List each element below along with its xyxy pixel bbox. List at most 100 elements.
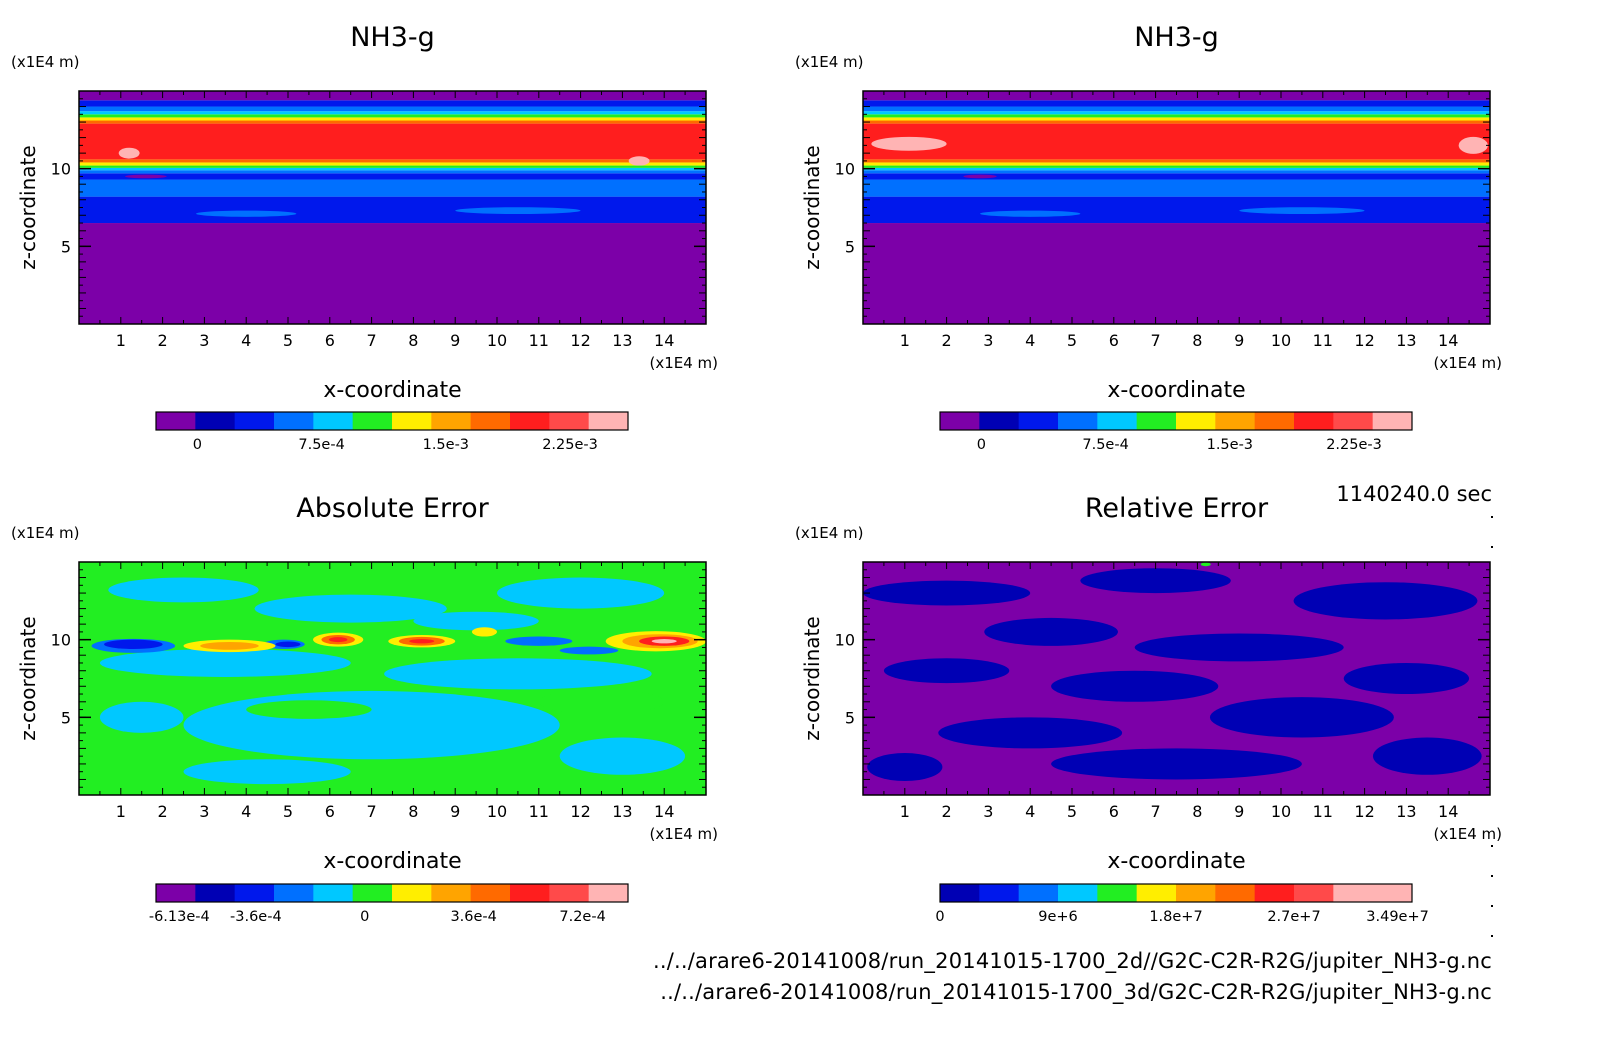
contour-region: [980, 210, 1081, 217]
contour-region: [246, 700, 372, 719]
x-tick-label: 11: [1313, 802, 1333, 821]
x-tick-label: 12: [1354, 802, 1374, 821]
y-unit-label: (x1E4 m): [795, 524, 864, 542]
x-tick-label: 7: [367, 802, 377, 821]
source-file-2d: ../../arare6-20141008/run_20141015-1700_…: [652, 949, 1492, 973]
contour-region: [275, 641, 301, 648]
contour-region: [118, 147, 140, 159]
x-tick-label: 5: [1067, 802, 1077, 821]
colorbar-label: -3.6e-4: [230, 909, 282, 925]
x-tick-label: 14: [1438, 802, 1458, 821]
contour-region: [1134, 633, 1344, 662]
colorbar-frame: [939, 883, 1413, 903]
contour-band: [863, 106, 1490, 112]
contour-band: [79, 162, 706, 166]
margin-dot: [1491, 546, 1493, 548]
y-unit-label: (x1E4 m): [11, 53, 80, 71]
margin-dot: [1491, 905, 1493, 907]
contour-region: [651, 639, 677, 644]
colorbar-label: 0: [935, 909, 944, 925]
x-unit-label: (x1E4 m): [649, 825, 718, 843]
contour-region: [183, 759, 351, 785]
x-tick-label: 7: [367, 331, 377, 350]
colorbar-swatch: [588, 884, 629, 902]
x-tick-label: 13: [1396, 331, 1416, 350]
contour-region: [505, 636, 573, 646]
colorbar-frame: [939, 411, 1413, 431]
x-tick-label: 3: [983, 331, 993, 350]
x-tick-label: 4: [241, 802, 251, 821]
contour-band: [79, 91, 706, 101]
y-tick-label: 5: [61, 237, 71, 256]
contour-band: [79, 223, 706, 324]
x-tick-label: 11: [1313, 331, 1333, 350]
contour-band: [863, 159, 1490, 163]
x-axis-label: x-coordinate: [323, 849, 461, 874]
colorbar-swatch: [313, 412, 354, 430]
colorbar-swatch: [195, 412, 236, 430]
chart-title: NH3-g: [350, 22, 435, 53]
x-axis-label: x-coordinate: [1107, 849, 1245, 874]
colorbar-label: 3.6e-4: [450, 909, 496, 925]
colorbar-swatch: [313, 884, 354, 902]
x-tick-label: 14: [654, 331, 674, 350]
contour-region: [183, 690, 560, 760]
colorbar-swatch: [234, 412, 275, 430]
contour-band: [863, 114, 1490, 118]
colorbar-swatch: [352, 884, 393, 902]
contour-region: [196, 210, 297, 217]
x-tick-label: 8: [1192, 331, 1202, 350]
contour-region: [538, 689, 665, 715]
contour-region: [1051, 670, 1219, 702]
contour-region: [200, 641, 259, 650]
colorbar-swatch: [549, 884, 590, 902]
colorbar-swatch: [1136, 884, 1177, 902]
colorbar-swatch: [510, 412, 550, 430]
contour-band: [79, 114, 706, 118]
colorbar-label: 9e+6: [1038, 909, 1078, 925]
x-axis-label: x-coordinate: [323, 378, 461, 403]
y-axis-label: z-coordinate: [800, 616, 824, 740]
y-tick-label: 10: [51, 631, 71, 650]
contour-band: [863, 91, 1490, 101]
x-tick-label: 10: [1271, 802, 1291, 821]
colorbar-swatch: [1254, 412, 1295, 430]
colorbar-swatch: [156, 884, 196, 902]
contour-band: [863, 170, 1490, 174]
contour-region: [104, 639, 163, 649]
contour-region: [1239, 207, 1365, 215]
contour-band: [79, 117, 706, 121]
colorbar-swatch: [431, 884, 472, 902]
y-unit-label: (x1E4 m): [11, 524, 80, 542]
contour-region: [1080, 568, 1231, 594]
x-unit-label: (x1E4 m): [649, 354, 718, 372]
contour-region: [1293, 582, 1478, 620]
x-tick-label: 4: [1025, 802, 1035, 821]
colorbar-swatch: [979, 884, 1020, 902]
x-tick-label: 3: [199, 802, 209, 821]
contour-region: [1372, 737, 1482, 775]
colorbar-swatch: [1333, 884, 1374, 902]
colorbar-swatch: [195, 884, 236, 902]
colorbar-label: 0: [193, 437, 202, 453]
contour-band: [79, 179, 706, 197]
y-tick-label: 10: [51, 160, 71, 179]
colorbar-swatch: [1018, 884, 1059, 902]
colorbar-label: 2.25e-3: [1326, 437, 1382, 453]
contour-band: [79, 196, 706, 224]
contour-band: [79, 170, 706, 174]
colorbar-swatch: [392, 884, 432, 902]
x-tick-label: 5: [1067, 331, 1077, 350]
colorbar-label: 7.5e-4: [298, 437, 344, 453]
x-tick-label: 12: [570, 331, 590, 350]
contour-band: [863, 120, 1490, 124]
y-unit-label: (x1E4 m): [795, 53, 864, 71]
contour-region: [1458, 136, 1488, 154]
colorbar-swatch: [1058, 412, 1098, 430]
colorbar-swatch: [1372, 412, 1413, 430]
colorbar-swatch: [588, 412, 629, 430]
colorbar-swatch: [1333, 412, 1374, 430]
margin-dot: [1491, 845, 1493, 847]
x-tick-label: 9: [1234, 331, 1244, 350]
